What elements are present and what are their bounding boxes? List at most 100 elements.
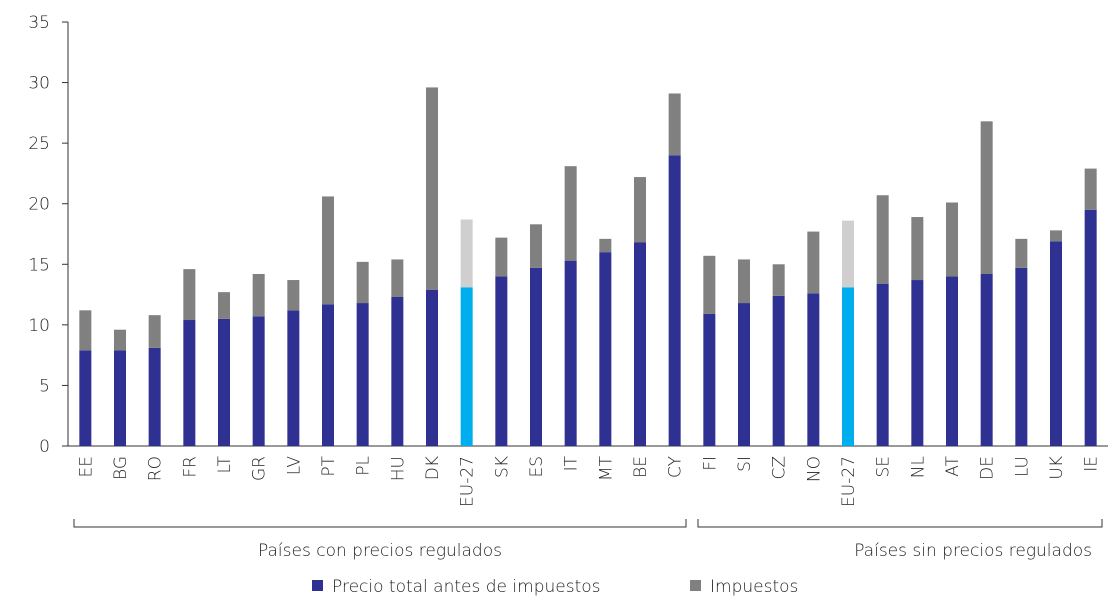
x-tick-label: BG (111, 456, 131, 480)
y-tick-label: 10 (28, 316, 50, 336)
bar-segment (668, 93, 681, 156)
bar-segment (564, 260, 577, 446)
x-tick-label: EE (76, 456, 96, 477)
bar-segment (1050, 241, 1062, 446)
x-tick-label: LU (1012, 456, 1032, 477)
x-tick-label: NO (804, 456, 824, 482)
x-tick-label: SI (735, 456, 755, 472)
y-tick-label: 20 (28, 195, 50, 215)
x-tick-label: IE (1082, 456, 1102, 472)
bar-segment (495, 237, 508, 277)
group-bracket (697, 519, 1103, 528)
bar-segment (1015, 238, 1028, 268)
bar-segment (391, 259, 404, 297)
bar-segment (114, 350, 126, 446)
x-tick-label: GR (250, 456, 270, 481)
bar-segment (530, 267, 542, 446)
bar-segment (807, 231, 820, 294)
bar-segment (391, 296, 404, 446)
bar-segment (287, 280, 300, 311)
x-tick-label: FR (180, 456, 200, 478)
bar-segment (79, 310, 92, 351)
bar-segment (322, 196, 334, 305)
bar-segment (79, 350, 92, 446)
bar-segment (495, 276, 508, 446)
x-tick-label: HU (388, 456, 408, 481)
y-tick-label: 5 (39, 376, 50, 396)
x-tick-label: CZ (770, 456, 790, 480)
bar-segment (426, 87, 438, 290)
bar-segment (564, 166, 577, 261)
bar-segment (1084, 168, 1097, 210)
x-tick-label: LT (215, 455, 235, 473)
bar-segment (252, 316, 265, 446)
bar-segment (738, 303, 750, 446)
y-tick-label: 15 (28, 255, 50, 275)
x-tick-label: EU-27 (458, 456, 478, 507)
x-tick-label: SK (492, 456, 512, 478)
x-tick-label: AT (943, 455, 963, 476)
bar-segment (356, 303, 369, 446)
bar-segment (114, 329, 126, 351)
bar-segment (1015, 267, 1028, 446)
legend-label: Precio total antes de impuestos (332, 577, 601, 597)
x-tick-label: SE (874, 456, 894, 478)
bar-segment (772, 295, 785, 446)
bar-segment (183, 269, 196, 321)
x-tick-label: EU-27 (839, 456, 859, 507)
legend-swatch (312, 580, 323, 591)
x-tick-label: DE (978, 456, 998, 480)
bar-segment (634, 177, 646, 243)
x-tick-label: ES (527, 456, 547, 478)
bar-segment (946, 276, 958, 446)
bar-segment (218, 292, 230, 319)
y-tick-label: 25 (28, 134, 50, 154)
bar-segment (980, 273, 993, 446)
bar-segment (980, 121, 993, 274)
bar-segment (1084, 209, 1097, 446)
legend-label: Impuestos (710, 577, 798, 597)
bar-segment (807, 293, 820, 446)
x-tick-label: IT (562, 455, 582, 471)
bar-segment (530, 224, 542, 268)
x-tick-label: NL (908, 456, 928, 478)
bar-segment (460, 219, 473, 288)
bar-segment (911, 280, 924, 446)
x-tick-label: MT (596, 455, 616, 481)
bar-segment (148, 347, 161, 446)
bar-segment (183, 320, 196, 446)
bar-segment (599, 238, 612, 253)
bar-segment (911, 217, 924, 281)
legend-swatch (690, 580, 701, 591)
x-tick-label: CY (666, 456, 686, 478)
bar-segment (252, 273, 265, 317)
x-tick-label: LV (284, 456, 304, 476)
y-tick-label: 30 (28, 74, 50, 94)
bar-segment (668, 155, 681, 446)
group-label: Países con precios regulados (258, 541, 502, 561)
bar-segment (634, 242, 646, 446)
bar-segment (287, 310, 300, 446)
bar-segment (426, 289, 438, 446)
bar-segment (842, 220, 854, 288)
group-bracket (73, 519, 687, 528)
bar-segment (356, 261, 369, 304)
bar-segment (876, 283, 889, 446)
bar-segment (322, 304, 334, 446)
bar-segment (148, 315, 161, 348)
bar-segment (460, 287, 473, 446)
bar-segment (772, 264, 785, 296)
x-tick-label: PL (354, 456, 374, 476)
bar-segment (599, 252, 612, 446)
bar-segment (703, 255, 716, 314)
bar-segment (738, 259, 750, 304)
x-tick-label: DK (423, 456, 443, 480)
bar-segment (876, 195, 889, 284)
x-tick-label: BE (631, 456, 651, 478)
x-tick-label: UK (1047, 456, 1067, 480)
bar-segment (946, 202, 958, 277)
x-tick-label: RO (146, 456, 166, 481)
x-tick-label: PT (319, 455, 339, 476)
y-tick-label: 35 (28, 13, 50, 33)
